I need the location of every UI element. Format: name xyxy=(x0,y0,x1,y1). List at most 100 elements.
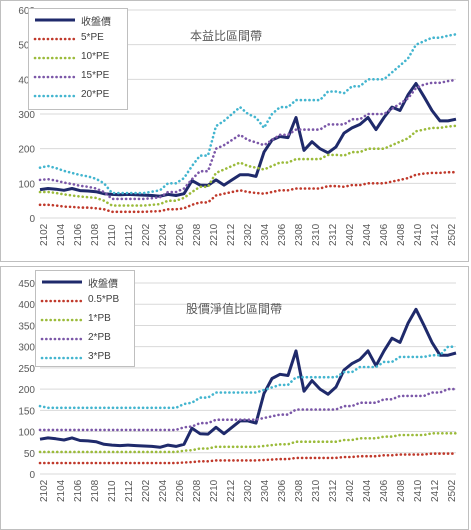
pb-band-panel: 0 50 100 150 200 250 300 350 400 450 2102 2104 2106 2… xyxy=(0,266,471,530)
legend-swatch xyxy=(40,356,84,360)
x-tick-label: 2102 xyxy=(39,479,50,502)
x-tick-label: 2112 xyxy=(124,224,135,246)
pe-band-title: 本益比區間帶 xyxy=(190,29,263,43)
x-tick-label: 2312 xyxy=(328,223,339,246)
x-tick-label: 2404 xyxy=(362,479,373,502)
series-line-0 xyxy=(39,82,457,198)
series-line-4 xyxy=(38,345,458,410)
legend-swatch xyxy=(33,75,77,79)
x-tick-label: 2104 xyxy=(56,223,67,246)
y-tick-label: 0 xyxy=(29,214,35,225)
x-tick-label: 2108 xyxy=(90,479,101,502)
legend-swatch xyxy=(35,18,75,22)
legend-entry: 1*PB xyxy=(36,311,134,329)
legend-label: 20*PE xyxy=(81,89,110,100)
x-tick-label: 2406 xyxy=(379,479,390,502)
x-tick-label: 2302 xyxy=(243,223,254,246)
pe-band-chart: 0 100 200 300 400 500 600 2102 2104 2106 2108 2110 2… xyxy=(18,6,458,246)
x-tick-label: 2412 xyxy=(430,223,441,246)
legend-entry: 20*PE xyxy=(29,87,127,105)
pb-band-chart: 0 50 100 150 200 250 300 350 400 450 2102 2104 2106 2… xyxy=(18,279,458,502)
legend-entry: 15*PE xyxy=(29,68,127,86)
x-tick-label: 2110 xyxy=(107,480,118,502)
series-line-3 xyxy=(38,78,458,201)
legend-entry: 10*PE xyxy=(29,49,127,67)
x-tick-label: 2402 xyxy=(345,479,356,502)
x-tick-label: 2208 xyxy=(192,479,203,502)
y-tick-label: 150 xyxy=(18,406,35,417)
y-tick-label: 600 xyxy=(18,6,35,17)
x-tick-label: 2106 xyxy=(73,479,84,502)
y-tick-label: 500 xyxy=(18,41,35,52)
legend-label: 10*PE xyxy=(81,51,110,62)
x-tick-label: 2204 xyxy=(158,479,169,502)
x-tick-label: 2406 xyxy=(379,223,390,246)
legend-entry: 3*PB xyxy=(36,349,134,367)
x-tick-label: 2110 xyxy=(107,224,118,246)
x-tick-label: 2502 xyxy=(447,479,458,502)
x-tick-label: 2302 xyxy=(243,479,254,502)
x-tick-label: 2308 xyxy=(294,223,305,246)
x-tick-label: 2304 xyxy=(260,223,271,246)
series-line-4 xyxy=(38,32,458,195)
legend-swatch xyxy=(40,318,84,322)
pe-band-legend: 收盤價 5*PE 10*PE 15*PE 20*PE xyxy=(28,8,128,110)
y-tick-label: 0 xyxy=(29,470,35,481)
series-line-3 xyxy=(38,387,458,432)
y-tick-label: 250 xyxy=(18,364,35,375)
series-line-1 xyxy=(38,452,458,465)
legend-label: 0.5*PB xyxy=(88,294,120,305)
x-tick-label: 2206 xyxy=(175,479,186,502)
legend-swatch xyxy=(42,280,82,284)
x-tick-label: 2102 xyxy=(39,223,50,246)
x-tick-label: 2502 xyxy=(447,223,458,246)
x-tick-label: 2210 xyxy=(209,479,220,502)
x-tick-label: 2402 xyxy=(345,223,356,246)
legend-entry: 0.5*PB xyxy=(36,292,134,310)
x-tick-label: 2212 xyxy=(226,223,237,246)
series-line-2 xyxy=(38,432,458,454)
x-tick-label: 2310 xyxy=(311,479,322,502)
y-tick-label: 100 xyxy=(18,179,35,190)
x-tick-label: 2206 xyxy=(175,223,186,246)
x-tick-label: 2308 xyxy=(294,479,305,502)
x-tick-label: 2202 xyxy=(141,479,152,502)
y-tick-label: 50 xyxy=(24,449,36,460)
pb-band-title: 股價淨值比區間帶 xyxy=(186,302,283,316)
legend-entry: 收盤價 xyxy=(36,273,134,291)
x-tick-label: 2404 xyxy=(362,223,373,246)
x-tick-label: 2306 xyxy=(277,479,288,502)
x-tick-label: 2108 xyxy=(90,223,101,246)
y-tick-label: 450 xyxy=(18,279,35,290)
legend-swatch xyxy=(33,94,77,98)
pe-band-panel: 0 100 200 300 400 500 600 2102 2104 2106 2108 2110 2… xyxy=(0,0,471,262)
x-tick-label: 2104 xyxy=(56,479,67,502)
legend-label: 2*PB xyxy=(88,332,111,343)
x-tick-label: 2204 xyxy=(158,223,169,246)
legend-entry: 2*PB xyxy=(36,330,134,348)
y-tick-label: 200 xyxy=(18,145,35,156)
legend-label: 1*PB xyxy=(88,313,111,324)
series-line-0 xyxy=(39,307,457,449)
legend-entry: 收盤價 xyxy=(29,11,127,29)
pe-band-frame xyxy=(0,0,469,262)
x-tick-label: 2410 xyxy=(413,479,424,502)
legend-entry: 5*PE xyxy=(29,30,127,48)
x-tick-label: 2208 xyxy=(192,223,203,246)
legend-swatch xyxy=(33,56,77,60)
x-tick-label: 2304 xyxy=(260,479,271,502)
series-line-1 xyxy=(38,170,458,214)
y-tick-label: 100 xyxy=(18,428,35,439)
y-tick-label: 300 xyxy=(18,110,35,121)
legend-label: 5*PE xyxy=(81,32,104,43)
x-tick-label: 2212 xyxy=(226,479,237,502)
x-tick-label: 2112 xyxy=(124,480,135,502)
x-tick-label: 2202 xyxy=(141,223,152,246)
series-line-2 xyxy=(38,124,458,207)
x-tick-label: 2210 xyxy=(209,223,220,246)
x-tick-label: 2106 xyxy=(73,223,84,246)
x-tick-label: 2312 xyxy=(328,479,339,502)
legend-swatch xyxy=(33,37,77,41)
y-tick-label: 400 xyxy=(18,75,35,86)
y-tick-label: 400 xyxy=(18,300,35,311)
